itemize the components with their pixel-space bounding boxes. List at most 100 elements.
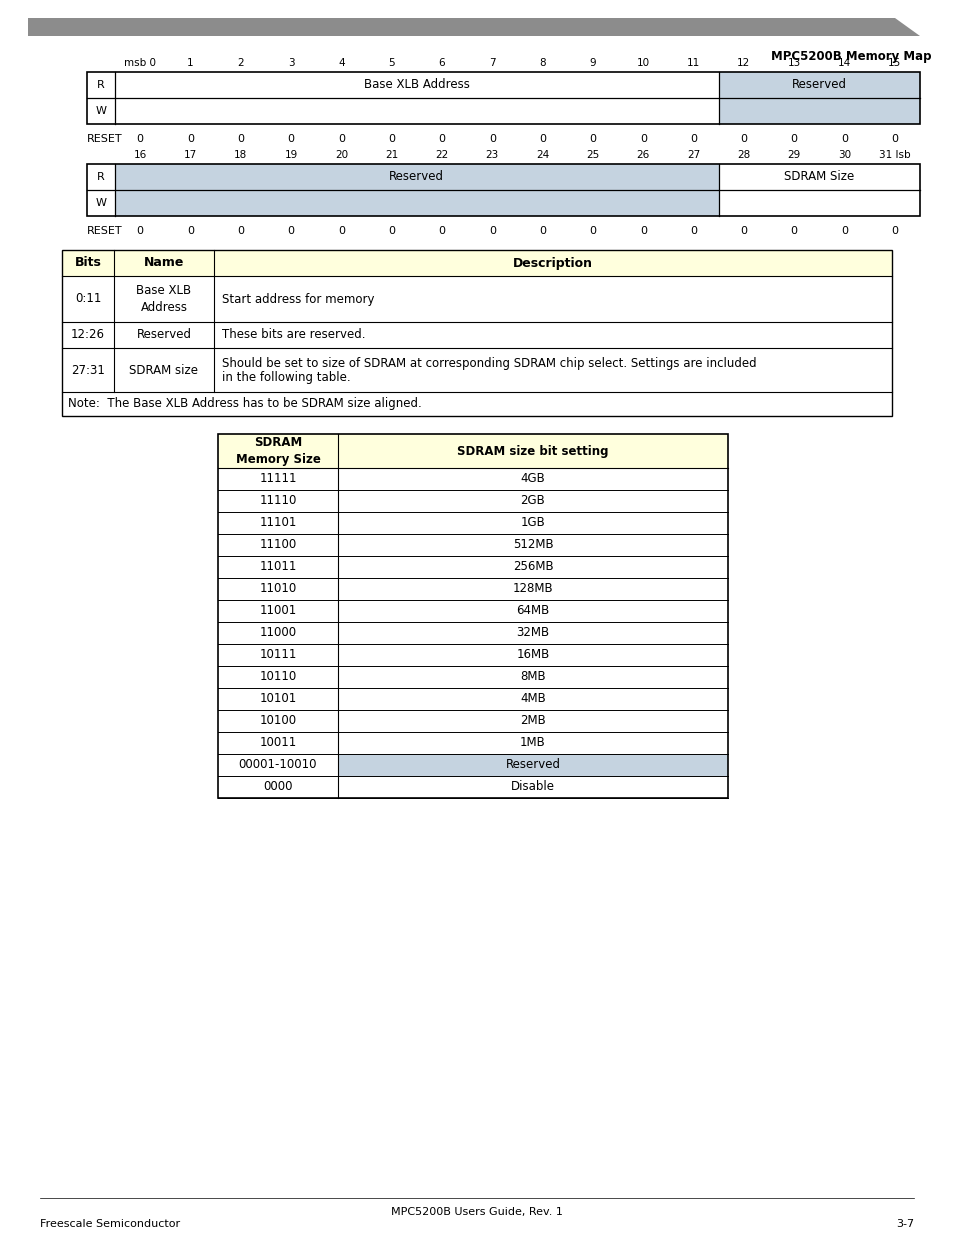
Text: 0: 0: [890, 226, 898, 236]
Text: 10100: 10100: [259, 715, 296, 727]
Text: 0: 0: [187, 226, 193, 236]
Bar: [718, 72, 919, 124]
Text: 10011: 10011: [259, 736, 296, 750]
Text: 0: 0: [388, 135, 395, 144]
Text: 0: 0: [136, 226, 144, 236]
Text: 0: 0: [890, 135, 898, 144]
Polygon shape: [28, 19, 919, 36]
Text: 18: 18: [233, 149, 247, 161]
Text: 30: 30: [837, 149, 850, 161]
Text: MPC5200B Users Guide, Rev. 1: MPC5200B Users Guide, Rev. 1: [391, 1207, 562, 1216]
Text: 0: 0: [438, 226, 445, 236]
Text: 3-7: 3-7: [895, 1219, 913, 1229]
Text: 21: 21: [385, 149, 398, 161]
Text: 11001: 11001: [259, 604, 296, 618]
Text: Reserved: Reserved: [389, 170, 444, 184]
Text: 0: 0: [689, 226, 697, 236]
Text: 10: 10: [636, 58, 649, 68]
Text: 4GB: 4GB: [520, 473, 545, 485]
Bar: [87, 164, 919, 216]
Text: 11000: 11000: [259, 626, 296, 640]
Text: Should be set to size of SDRAM at corresponding SDRAM chip select. Settings are : Should be set to size of SDRAM at corres…: [222, 357, 756, 369]
Text: 0: 0: [237, 226, 244, 236]
Text: Disable: Disable: [511, 781, 555, 794]
Text: 0: 0: [388, 226, 395, 236]
Text: 31 lsb: 31 lsb: [878, 149, 910, 161]
Text: 9: 9: [589, 58, 596, 68]
Text: 0: 0: [538, 226, 545, 236]
Text: 12:26: 12:26: [71, 329, 105, 342]
Text: 0: 0: [639, 226, 646, 236]
Text: 2MB: 2MB: [519, 715, 545, 727]
Text: 0000: 0000: [263, 781, 293, 794]
Text: 0: 0: [841, 135, 847, 144]
Text: 14: 14: [837, 58, 850, 68]
Text: Reserved: Reserved: [136, 329, 192, 342]
Text: 2: 2: [237, 58, 244, 68]
Text: 0: 0: [187, 135, 193, 144]
Text: Note:  The Base XLB Address has to be SDRAM size aligned.: Note: The Base XLB Address has to be SDR…: [68, 398, 421, 410]
Bar: [62, 249, 891, 416]
Text: Start address for memory: Start address for memory: [222, 293, 375, 305]
Text: 4MB: 4MB: [519, 693, 545, 705]
Text: 11100: 11100: [259, 538, 296, 552]
Text: 11010: 11010: [259, 583, 296, 595]
Text: 22: 22: [435, 149, 448, 161]
Text: R: R: [97, 80, 105, 90]
Text: 16MB: 16MB: [516, 648, 549, 662]
Text: 15: 15: [887, 58, 901, 68]
Text: 0: 0: [589, 226, 596, 236]
Text: 0: 0: [639, 135, 646, 144]
Text: 7: 7: [489, 58, 496, 68]
Text: 16: 16: [133, 149, 147, 161]
Text: 11011: 11011: [259, 561, 296, 573]
Text: 0: 0: [538, 135, 545, 144]
Bar: [115, 72, 718, 124]
Text: 00001-10010: 00001-10010: [238, 758, 317, 772]
Text: 10101: 10101: [259, 693, 296, 705]
Text: Bits: Bits: [74, 257, 101, 269]
Text: 256MB: 256MB: [512, 561, 553, 573]
Text: 10111: 10111: [259, 648, 296, 662]
Text: 11101: 11101: [259, 516, 296, 530]
Bar: [87, 72, 919, 124]
Text: 1MB: 1MB: [519, 736, 545, 750]
Text: 0: 0: [790, 226, 797, 236]
Text: 0: 0: [337, 226, 345, 236]
Text: 12: 12: [737, 58, 750, 68]
Text: W: W: [95, 106, 107, 116]
Text: 11110: 11110: [259, 494, 296, 508]
Text: 0: 0: [287, 135, 294, 144]
Text: 512MB: 512MB: [512, 538, 553, 552]
Text: SDRAM size: SDRAM size: [130, 363, 198, 377]
Text: Description: Description: [513, 257, 593, 269]
Text: 2GB: 2GB: [520, 494, 545, 508]
Text: 0: 0: [841, 226, 847, 236]
Bar: [337, 755, 727, 776]
Text: 1: 1: [187, 58, 193, 68]
Text: 28: 28: [737, 149, 750, 161]
Text: 27:31: 27:31: [71, 363, 105, 377]
Bar: [218, 433, 727, 798]
Text: SDRAM
Memory Size: SDRAM Memory Size: [235, 436, 320, 466]
Text: R: R: [97, 172, 105, 182]
Text: 24: 24: [536, 149, 549, 161]
Text: in the following table.: in the following table.: [222, 370, 351, 384]
Text: 0: 0: [740, 226, 746, 236]
Text: These bits are reserved.: These bits are reserved.: [222, 329, 365, 342]
Text: 13: 13: [787, 58, 800, 68]
Text: 0: 0: [589, 135, 596, 144]
Text: Reserved: Reserved: [791, 79, 846, 91]
Text: W: W: [95, 198, 107, 207]
Text: SDRAM size bit setting: SDRAM size bit setting: [456, 445, 608, 457]
Text: 23: 23: [485, 149, 498, 161]
Bar: [218, 433, 727, 468]
Text: 11: 11: [686, 58, 700, 68]
Bar: [718, 164, 919, 216]
Text: 3: 3: [288, 58, 294, 68]
Text: 128MB: 128MB: [512, 583, 553, 595]
Text: 0: 0: [438, 135, 445, 144]
Bar: [62, 249, 891, 275]
Text: 4: 4: [337, 58, 344, 68]
Text: 27: 27: [686, 149, 700, 161]
